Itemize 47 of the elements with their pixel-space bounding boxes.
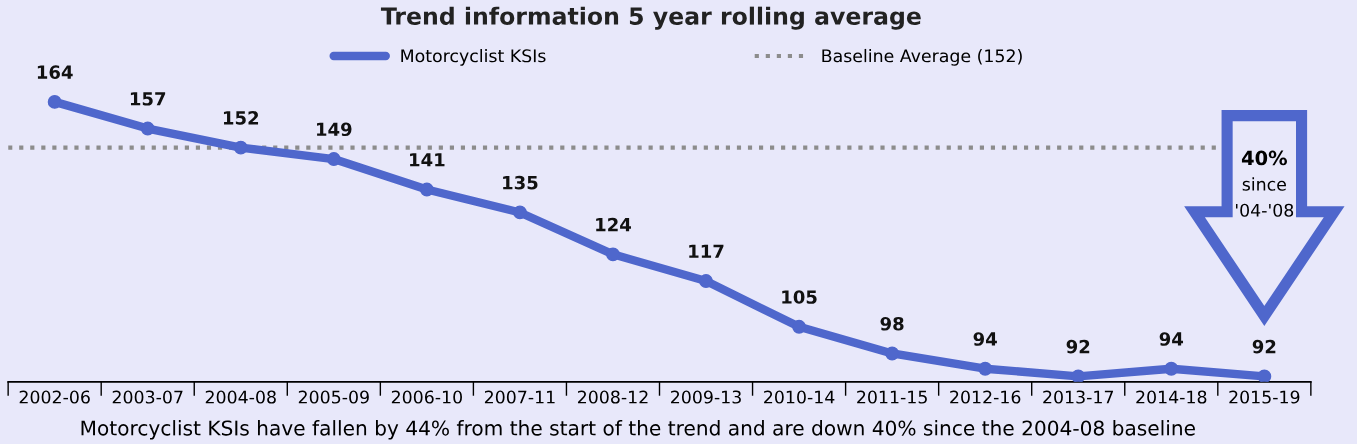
x-tick-label: 2008-12	[577, 390, 648, 404]
data-label: 92	[1252, 339, 1276, 354]
legend-label: Baseline Average (152)	[822, 48, 1022, 66]
data-label: 149	[317, 122, 352, 137]
point	[419, 182, 434, 197]
data-label: 94	[1159, 332, 1184, 346]
x-tick-label: 2007-11	[484, 390, 555, 404]
point	[233, 140, 248, 155]
data-label: 124	[596, 217, 631, 232]
point	[699, 274, 713, 288]
x-tick-label: 2006-10	[391, 390, 462, 404]
chart-title: Trend information 5 year rolling average	[380, 6, 921, 30]
point	[47, 94, 62, 109]
annotation: 40% since '04-'08	[1236, 150, 1294, 217]
x-tick-label: 2002-06	[19, 390, 90, 404]
point	[326, 152, 341, 167]
point	[512, 205, 527, 220]
point	[885, 346, 900, 361]
data-label: 135	[503, 175, 538, 190]
x-tick-label: 2010-14	[764, 390, 835, 404]
x-tick-label: 2011-15	[857, 390, 927, 404]
data-label: 152	[223, 111, 259, 125]
text: Motorcyclist KSIs have fallen by 44% from the start of the trend and are down 40% since the 2004-08 baseline	[81, 420, 1195, 440]
data-label: 105	[782, 290, 817, 304]
x-tick-label: 2003-07	[112, 390, 183, 404]
x-tick-label: 2009-13	[671, 390, 741, 404]
point	[1164, 361, 1179, 376]
x-tick-label: 2013-17	[1043, 390, 1114, 404]
x-tick-label: 2014-18	[1136, 390, 1207, 404]
legend-label: Motorcyclist KSIs	[401, 48, 546, 66]
data-label: 117	[689, 244, 724, 258]
data-label: 157	[130, 92, 166, 106]
data-label: 141	[410, 153, 445, 167]
x-tick-label: 2015-19	[1229, 390, 1300, 404]
point	[140, 121, 155, 136]
point	[606, 247, 620, 262]
point	[978, 361, 993, 376]
point	[792, 319, 807, 334]
x-tick-label: 2004-08	[205, 390, 276, 404]
data-label: 98	[880, 316, 904, 331]
x-tick-label: 2005-09	[298, 390, 369, 404]
point	[1071, 369, 1086, 382]
data-label: 92	[1066, 339, 1090, 354]
data-label: 164	[37, 65, 73, 79]
data-label: 94	[973, 332, 997, 346]
x-tick-label: 2012-16	[950, 390, 1021, 404]
point	[1257, 369, 1272, 382]
